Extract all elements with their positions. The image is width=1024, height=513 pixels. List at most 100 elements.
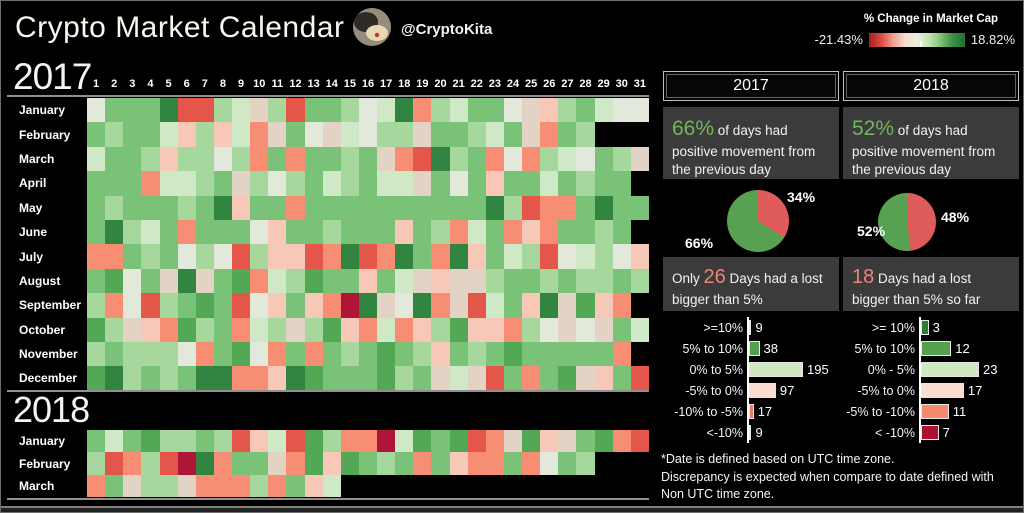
heatmap-cell[interactable] <box>286 430 305 453</box>
heatmap-cell[interactable] <box>540 122 559 147</box>
heatmap-cell[interactable] <box>485 219 504 245</box>
heatmap-cell[interactable] <box>558 317 577 342</box>
heatmap-cell[interactable] <box>141 219 160 245</box>
heatmap-cell[interactable] <box>630 195 649 220</box>
heatmap-cell[interactable] <box>87 268 106 294</box>
bar[interactable] <box>921 341 952 356</box>
heatmap-cell[interactable] <box>232 219 251 245</box>
heatmap-cell[interactable] <box>449 452 468 475</box>
heatmap-cell[interactable] <box>177 293 196 318</box>
heatmap-cell[interactable] <box>395 268 414 294</box>
heatmap-cell[interactable] <box>213 146 233 172</box>
heatmap-cell[interactable] <box>431 317 450 342</box>
heatmap-cell[interactable] <box>195 146 214 172</box>
heatmap-cell[interactable] <box>268 268 287 294</box>
heatmap-cell[interactable] <box>594 146 613 172</box>
heatmap-cell[interactable] <box>358 244 378 269</box>
heatmap-cell[interactable] <box>540 171 559 196</box>
heatmap-cell[interactable] <box>286 195 305 220</box>
heatmap-cell[interactable] <box>340 366 359 391</box>
heatmap-cell[interactable] <box>630 146 649 172</box>
heatmap-cell[interactable] <box>467 98 486 123</box>
heatmap-cell[interactable] <box>449 317 468 342</box>
heatmap-cell[interactable] <box>268 219 287 245</box>
heatmap-cell[interactable] <box>250 98 269 123</box>
heatmap-cell[interactable] <box>232 366 251 391</box>
bar[interactable] <box>749 341 760 356</box>
heatmap-cell[interactable] <box>177 244 196 269</box>
heatmap-cell[interactable] <box>159 268 178 294</box>
heatmap-cell[interactable] <box>449 366 468 391</box>
heatmap-cell[interactable] <box>576 98 595 123</box>
heatmap-cell[interactable] <box>467 366 486 391</box>
heatmap-cell[interactable] <box>395 430 414 453</box>
heatmap-cell[interactable] <box>503 430 523 453</box>
heatmap-cell[interactable] <box>123 341 142 367</box>
heatmap-cell[interactable] <box>141 452 160 475</box>
heatmap-cell[interactable] <box>467 268 486 294</box>
heatmap-cell[interactable] <box>540 317 559 342</box>
heatmap-cell[interactable] <box>286 146 305 172</box>
heatmap-cell[interactable] <box>322 452 341 475</box>
heatmap-cell[interactable] <box>576 430 595 453</box>
heatmap-cell[interactable] <box>286 474 305 498</box>
heatmap-cell[interactable] <box>395 98 414 123</box>
heatmap-cell[interactable] <box>558 341 577 367</box>
heatmap-cell[interactable] <box>232 146 251 172</box>
heatmap-cell[interactable] <box>358 122 378 147</box>
heatmap-cell[interactable] <box>377 98 396 123</box>
heatmap-cell[interactable] <box>286 219 305 245</box>
heatmap-cell[interactable] <box>522 341 541 367</box>
heatmap-cell[interactable] <box>485 317 504 342</box>
heatmap-cell[interactable] <box>286 366 305 391</box>
heatmap-cell[interactable] <box>195 268 214 294</box>
heatmap-cell[interactable] <box>467 317 486 342</box>
heatmap-cell[interactable] <box>576 146 595 172</box>
heatmap-cell[interactable] <box>268 474 287 498</box>
heatmap-cell[interactable] <box>105 146 124 172</box>
heatmap-cell[interactable] <box>141 268 160 294</box>
heatmap-cell[interactable] <box>123 452 142 475</box>
heatmap-cell[interactable] <box>522 122 541 147</box>
heatmap-cell[interactable] <box>213 98 233 123</box>
heatmap-cell[interactable] <box>485 341 504 367</box>
heatmap-cell[interactable] <box>612 366 631 391</box>
heatmap-cell[interactable] <box>250 171 269 196</box>
heatmap-cell[interactable] <box>123 244 142 269</box>
heatmap-cell[interactable] <box>522 268 541 294</box>
heatmap-cell[interactable] <box>395 195 414 220</box>
heatmap-cell[interactable] <box>195 219 214 245</box>
heatmap-cell[interactable] <box>358 366 378 391</box>
heatmap-cell[interactable] <box>232 268 251 294</box>
heatmap-cell[interactable] <box>177 366 196 391</box>
heatmap-cell[interactable] <box>503 219 523 245</box>
heatmap-cell[interactable] <box>503 268 523 294</box>
heatmap-cell[interactable] <box>413 293 432 318</box>
heatmap-cell[interactable] <box>87 474 106 498</box>
heatmap-cell[interactable] <box>87 430 106 453</box>
heatmap-cell[interactable] <box>195 293 214 318</box>
heatmap-cell[interactable] <box>123 98 142 123</box>
heatmap-cell[interactable] <box>630 430 649 453</box>
heatmap-cell[interactable] <box>522 219 541 245</box>
heatmap-cell[interactable] <box>485 268 504 294</box>
heatmap-cell[interactable] <box>377 341 396 367</box>
heatmap-cell[interactable] <box>576 317 595 342</box>
heatmap-cell[interactable] <box>576 122 595 147</box>
heatmap-cell[interactable] <box>177 430 196 453</box>
heatmap-cell[interactable] <box>576 452 595 475</box>
heatmap-cell[interactable] <box>322 122 341 147</box>
heatmap-cell[interactable] <box>558 366 577 391</box>
heatmap-cell[interactable] <box>304 195 323 220</box>
heatmap-cell[interactable] <box>159 122 178 147</box>
heatmap-cell[interactable] <box>594 293 613 318</box>
heatmap-cell[interactable] <box>467 452 486 475</box>
heatmap-cell[interactable] <box>449 341 468 367</box>
heatmap-cell[interactable] <box>304 244 323 269</box>
heatmap-cell[interactable] <box>87 195 106 220</box>
heatmap-cell[interactable] <box>558 452 577 475</box>
heatmap-cell[interactable] <box>449 430 468 453</box>
heatmap-cell[interactable] <box>304 341 323 367</box>
heatmap-cell[interactable] <box>576 244 595 269</box>
heatmap-cell[interactable] <box>576 293 595 318</box>
